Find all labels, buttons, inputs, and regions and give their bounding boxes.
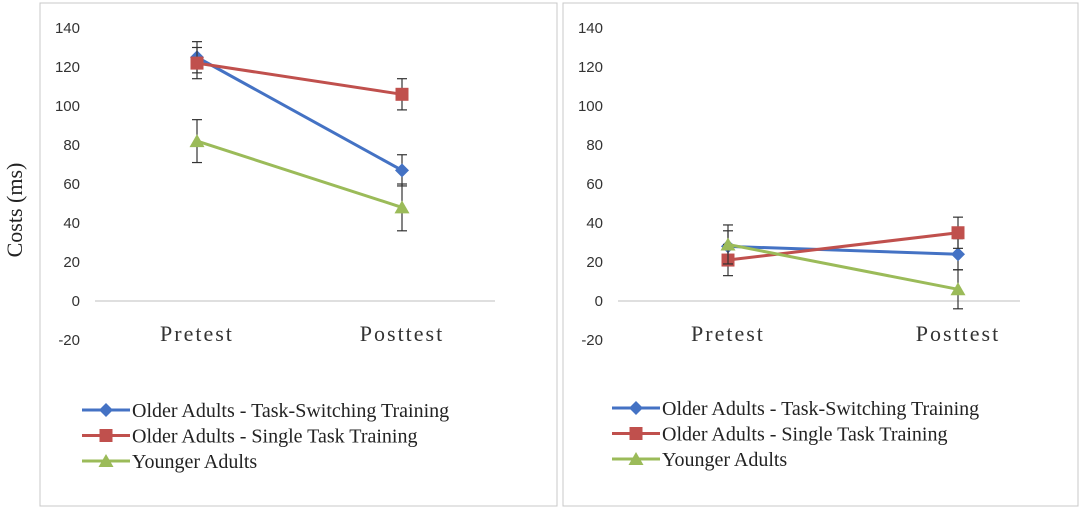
- legend-label: Younger Adults: [662, 449, 787, 471]
- data-point-marker: [950, 282, 966, 296]
- data-point-marker: [951, 247, 965, 262]
- series-2: [189, 119, 410, 232]
- y-tick-label: 80: [63, 137, 80, 154]
- legend: Older Adults - Task-Switching Training Ol…: [82, 400, 449, 473]
- y-axis-label: Costs (ms): [2, 163, 27, 258]
- legend-marker: [99, 403, 113, 417]
- y-tick-label: -20: [581, 332, 603, 349]
- data-point-marker: [395, 87, 409, 101]
- legend-label: Older Adults - Single Task Training: [662, 424, 947, 446]
- legend: Older Adults - Task-Switching Training Ol…: [612, 398, 979, 471]
- y-tick-label: 0: [72, 293, 80, 310]
- legend-item: Older Adults - Single Task Training: [612, 424, 947, 446]
- legend-label: Older Adults - Task-Switching Training: [132, 400, 449, 422]
- panel-frame: [562, 2, 1079, 507]
- y-tick-label: 140: [578, 20, 603, 37]
- y-tick-label: 20: [63, 254, 80, 271]
- y-tick-label: 60: [586, 176, 603, 193]
- legend-label: Older Adults - Task-Switching Training: [662, 398, 979, 420]
- y-tick-label: 40: [586, 215, 603, 232]
- series-line: [196, 55, 403, 172]
- y-tick-label: 60: [63, 176, 80, 193]
- x-category-label: Posttest: [360, 321, 444, 346]
- y-tick-label: 100: [578, 98, 603, 115]
- panel-frame: [39, 2, 558, 507]
- series-1: [190, 46, 409, 111]
- y-tick-label: 40: [63, 215, 80, 232]
- data-point-marker: [395, 163, 409, 178]
- left-chart-panel: -20 0 20 40 60 80 100 120 140 Pretest Posttest Cost…: [2, 2, 558, 507]
- x-category-label: Pretest: [691, 321, 765, 346]
- y-tick-label: 20: [586, 254, 603, 271]
- y-tick-label: 100: [55, 98, 80, 115]
- series-line: [727, 231, 959, 262]
- series-line: [196, 61, 403, 96]
- legend-marker: [629, 427, 643, 440]
- data-point-marker: [951, 226, 965, 240]
- y-tick-label: 120: [55, 59, 80, 76]
- series-line: [196, 139, 403, 209]
- x-category-label: Pretest: [160, 321, 234, 346]
- legend-item: Younger Adults: [612, 449, 787, 471]
- legend-marker: [629, 401, 643, 415]
- legend-item: Older Adults - Task-Switching Training: [82, 400, 449, 422]
- series-1: [721, 216, 965, 277]
- data-point-marker: [394, 200, 410, 214]
- series-2: [720, 224, 966, 310]
- y-tick-label: 80: [586, 137, 603, 154]
- legend-item: Older Adults - Task-Switching Training: [612, 398, 979, 420]
- series-line: [727, 242, 959, 291]
- y-tick-label: 0: [595, 293, 603, 310]
- legend-item: Older Adults - Single Task Training: [82, 426, 417, 448]
- y-tick-label: 120: [578, 59, 603, 76]
- legend-marker: [628, 452, 644, 465]
- y-tick-label: -20: [58, 332, 80, 349]
- legend-marker: [98, 454, 114, 467]
- y-tick-label: 140: [55, 20, 80, 37]
- x-category-label: Posttest: [916, 321, 1000, 346]
- right-chart-panel: -20 0 20 40 60 80 100 120 140 Pretest Posttest Olde…: [562, 2, 1079, 507]
- series-line: [727, 244, 959, 256]
- legend-label: Older Adults - Single Task Training: [132, 426, 417, 448]
- data-point-marker: [189, 134, 205, 148]
- legend-marker: [99, 429, 113, 442]
- data-point-marker: [190, 56, 204, 70]
- legend-item: Younger Adults: [82, 451, 257, 473]
- data-point-marker: [720, 237, 736, 251]
- legend-label: Younger Adults: [132, 451, 257, 473]
